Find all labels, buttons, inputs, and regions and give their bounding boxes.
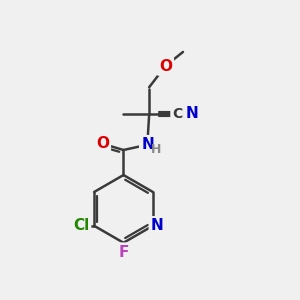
Text: N: N — [185, 106, 198, 121]
Text: C: C — [172, 107, 182, 121]
Text: N: N — [141, 137, 154, 152]
Text: N: N — [151, 218, 164, 233]
Text: Cl: Cl — [73, 218, 89, 233]
Text: F: F — [118, 245, 129, 260]
Text: O: O — [159, 58, 172, 74]
Text: H: H — [151, 143, 161, 157]
Text: O: O — [96, 136, 109, 151]
